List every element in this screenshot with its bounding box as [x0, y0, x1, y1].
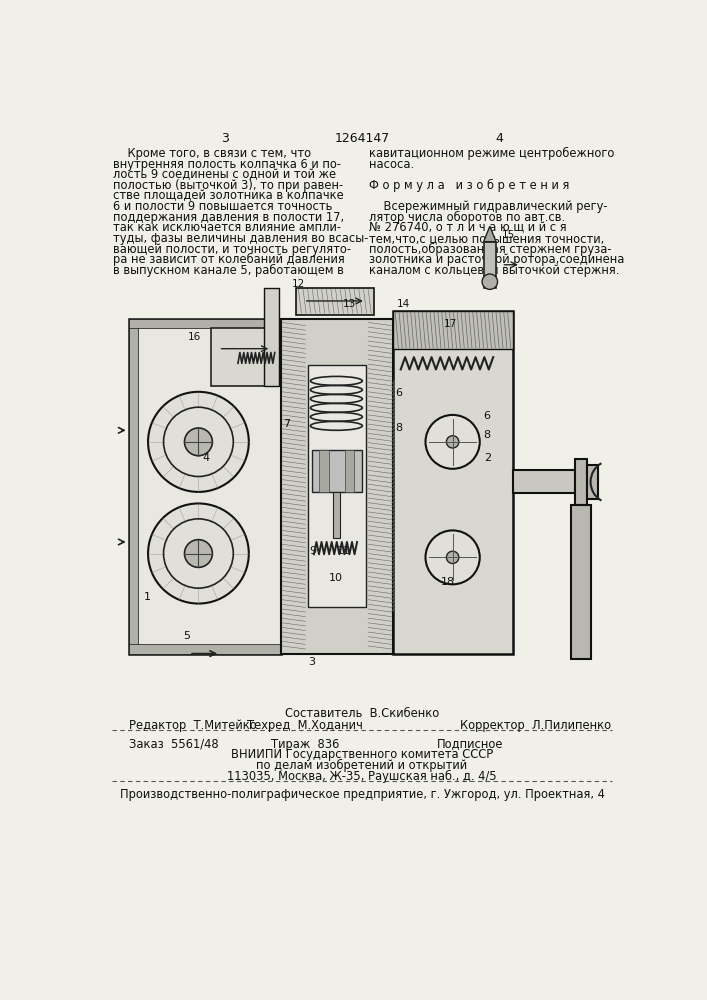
Bar: [129, 319, 281, 654]
Text: 113035, Москва, Ж-35, Раушская наб., д. 4/5: 113035, Москва, Ж-35, Раушская наб., д. …: [227, 770, 497, 783]
Bar: [587, 465, 598, 499]
Text: поддержания давления в полости 17,: поддержания давления в полости 17,: [113, 211, 344, 224]
Text: Составитель  В.Скибенко: Составитель В.Скибенко: [285, 707, 439, 720]
Text: 17: 17: [443, 319, 457, 329]
Text: 6: 6: [484, 411, 491, 421]
Text: Тираж  836: Тираж 836: [271, 738, 339, 751]
Text: Техред  М.Ходанич: Техред М.Ходанич: [247, 719, 363, 732]
Text: тем,что,с целью повышения точности,: тем,что,с целью повышения точности,: [369, 232, 604, 245]
Text: 14: 14: [397, 299, 410, 309]
Bar: [296, 288, 373, 315]
Text: Заказ  5561/48: Заказ 5561/48: [129, 738, 218, 751]
Text: 8: 8: [395, 423, 402, 433]
Circle shape: [185, 428, 212, 456]
Text: стве площадей золотника в колпачке: стве площадей золотника в колпачке: [113, 189, 344, 202]
Text: Ф о р м у л а   и з о б р е т е н и я: Ф о р м у л а и з о б р е т е н и я: [369, 179, 569, 192]
Text: 1: 1: [144, 592, 151, 602]
Text: туды, фазы величины давления во всасы-: туды, фазы величины давления во всасы-: [113, 232, 368, 245]
Bar: [308, 365, 366, 607]
Text: 1264147: 1264147: [334, 132, 390, 145]
Text: вающей полости, и точность регулято-: вающей полости, и точность регулято-: [113, 243, 351, 256]
Text: 4: 4: [202, 453, 209, 463]
Text: Кроме того, в связи с тем, что: Кроме того, в связи с тем, что: [113, 147, 311, 160]
Text: 6 и полости 9 повышается точность: 6 и полости 9 повышается точность: [113, 200, 332, 213]
Bar: [513, 470, 575, 493]
Bar: [281, 319, 393, 654]
Text: 5: 5: [183, 631, 190, 641]
Text: лятор числа оборотов по авт.св.: лятор числа оборотов по авт.св.: [369, 211, 565, 224]
Bar: [320, 450, 329, 492]
Text: в выпускном канале 5, работающем в: в выпускном канале 5, работающем в: [113, 264, 344, 277]
Text: полостью (выточкой 3), то при равен-: полостью (выточкой 3), то при равен-: [113, 179, 344, 192]
Bar: [211, 328, 279, 386]
Text: Редактор  Т.Митейко: Редактор Т.Митейко: [129, 719, 257, 732]
Bar: [129, 319, 281, 328]
Text: так как исключается влияние ампли-: так как исключается влияние ампли-: [113, 221, 341, 234]
Bar: [345, 450, 354, 492]
Text: 2: 2: [484, 453, 491, 463]
Text: 13: 13: [343, 299, 356, 309]
Text: ВНИИПИ Государственного комитета СССР: ВНИИПИ Государственного комитета СССР: [230, 748, 493, 761]
Bar: [332, 492, 340, 538]
Polygon shape: [484, 226, 496, 242]
Bar: [264, 288, 279, 386]
Bar: [129, 319, 138, 654]
Text: каналом с кольцевой выточкой стержня.: каналом с кольцевой выточкой стержня.: [369, 264, 619, 277]
Bar: [312, 450, 362, 492]
Text: 10: 10: [329, 573, 343, 583]
Circle shape: [426, 530, 480, 584]
Text: 11: 11: [337, 546, 351, 556]
Text: золотника и расточкой ротора,соединена: золотника и расточкой ротора,соединена: [369, 253, 624, 266]
Circle shape: [426, 415, 480, 469]
Text: 9: 9: [309, 546, 316, 556]
Text: 4: 4: [495, 132, 503, 145]
Circle shape: [185, 540, 212, 567]
Bar: [393, 311, 513, 349]
Text: Производственно-полиграфическое предприятие, г. Ужгород, ул. Проектная, 4: Производственно-полиграфическое предприя…: [119, 788, 604, 801]
Circle shape: [446, 436, 459, 448]
Bar: [571, 505, 590, 659]
Text: 3: 3: [308, 657, 315, 667]
Circle shape: [148, 392, 249, 492]
Bar: [484, 242, 496, 288]
Text: Всережимный гидравлический регу-: Всережимный гидравлический регу-: [369, 200, 607, 213]
Text: Корректор  Л.Пилипенко: Корректор Л.Пилипенко: [460, 719, 612, 732]
Text: 18: 18: [441, 577, 455, 587]
Text: 3: 3: [221, 132, 228, 145]
Bar: [129, 644, 281, 654]
Text: № 276740, о т л и ч а ю щ и й с я: № 276740, о т л и ч а ю щ и й с я: [369, 221, 566, 234]
Circle shape: [482, 274, 498, 289]
Text: 7: 7: [283, 419, 290, 429]
Text: полость,образованная стержнем груза-: полость,образованная стержнем груза-: [369, 243, 612, 256]
Text: насоса.: насоса.: [369, 158, 414, 171]
Text: внутренняя полость колпачка 6 и по-: внутренняя полость колпачка 6 и по-: [113, 158, 341, 171]
Text: 15: 15: [501, 230, 515, 240]
Text: 16: 16: [187, 332, 201, 342]
Circle shape: [148, 503, 249, 604]
Text: 8: 8: [484, 430, 491, 440]
Text: лость 9 соединены с одной и той же: лость 9 соединены с одной и той же: [113, 168, 337, 181]
Circle shape: [446, 551, 459, 564]
Text: Подписное: Подписное: [437, 738, 503, 751]
Text: по делам изобретений и открытий: по делам изобретений и открытий: [257, 759, 467, 772]
Bar: [393, 311, 513, 654]
Text: 12: 12: [292, 279, 305, 289]
Text: кавитационном режиме центробежного: кавитационном режиме центробежного: [369, 147, 614, 160]
Text: 6: 6: [395, 388, 402, 398]
Bar: [575, 459, 587, 505]
Text: ра не зависит от колебаний давления: ра не зависит от колебаний давления: [113, 253, 345, 266]
